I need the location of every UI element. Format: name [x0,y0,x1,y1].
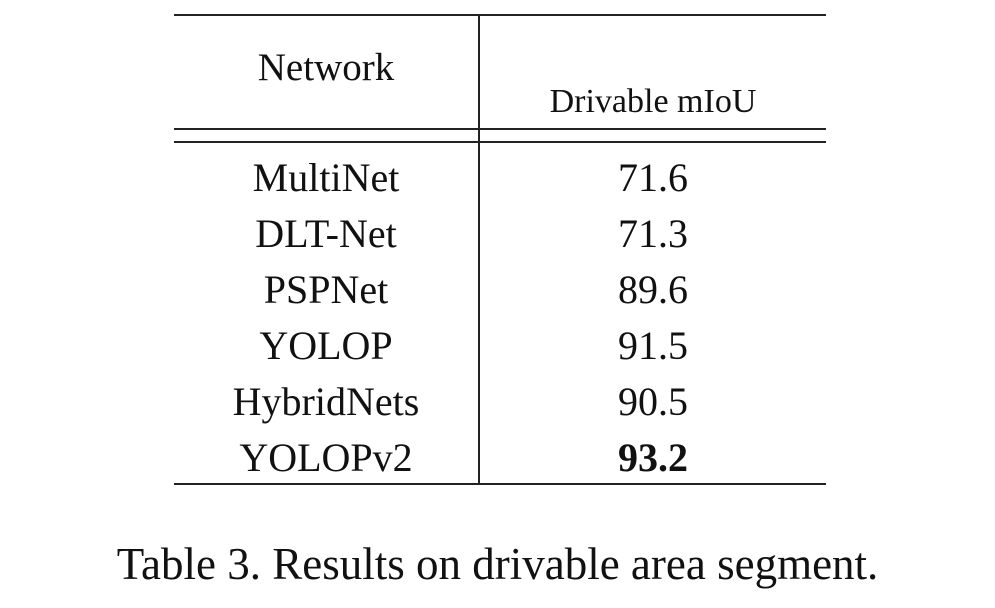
table-row: YOLOP 91.5 [174,318,826,374]
header-rule-upper [174,128,826,130]
miou-value: 71.6 [618,155,688,200]
table-caption: Table 3. Results on drivable area segmen… [116,539,879,589]
table-row: MultiNet 71.6 [174,150,826,206]
results-table: Network Drivable mIoU MultiNet 71.6 DLT-… [174,14,826,486]
table-row: DLT-Net 71.3 [174,206,826,262]
table-row: YOLOPv2 93.2 [174,430,826,486]
table-row: PSPNet 89.6 [174,262,826,318]
network-name: YOLOP [259,323,393,368]
network-name: HybridNets [232,379,420,424]
bottom-rule [174,483,826,485]
column-divider [478,14,480,485]
header-network: Network [257,46,395,89]
header-rule-lower [174,141,826,143]
network-name: DLT-Net [255,211,397,256]
miou-value: 71.3 [618,211,688,256]
miou-value: 89.6 [618,267,688,312]
network-name: YOLOPv2 [239,435,413,480]
miou-value: 90.5 [618,379,688,424]
table-body: MultiNet 71.6 DLT-Net 71.3 PSPNet 89.6 Y… [174,150,826,486]
network-name: PSPNet [263,267,389,312]
miou-value: 91.5 [618,323,688,368]
top-rule [174,14,826,16]
header-drivable-miou: Drivable mIoU [549,83,757,120]
network-name: MultiNet [252,155,400,200]
table-row: HybridNets 90.5 [174,374,826,430]
miou-value-best: 93.2 [618,435,688,480]
